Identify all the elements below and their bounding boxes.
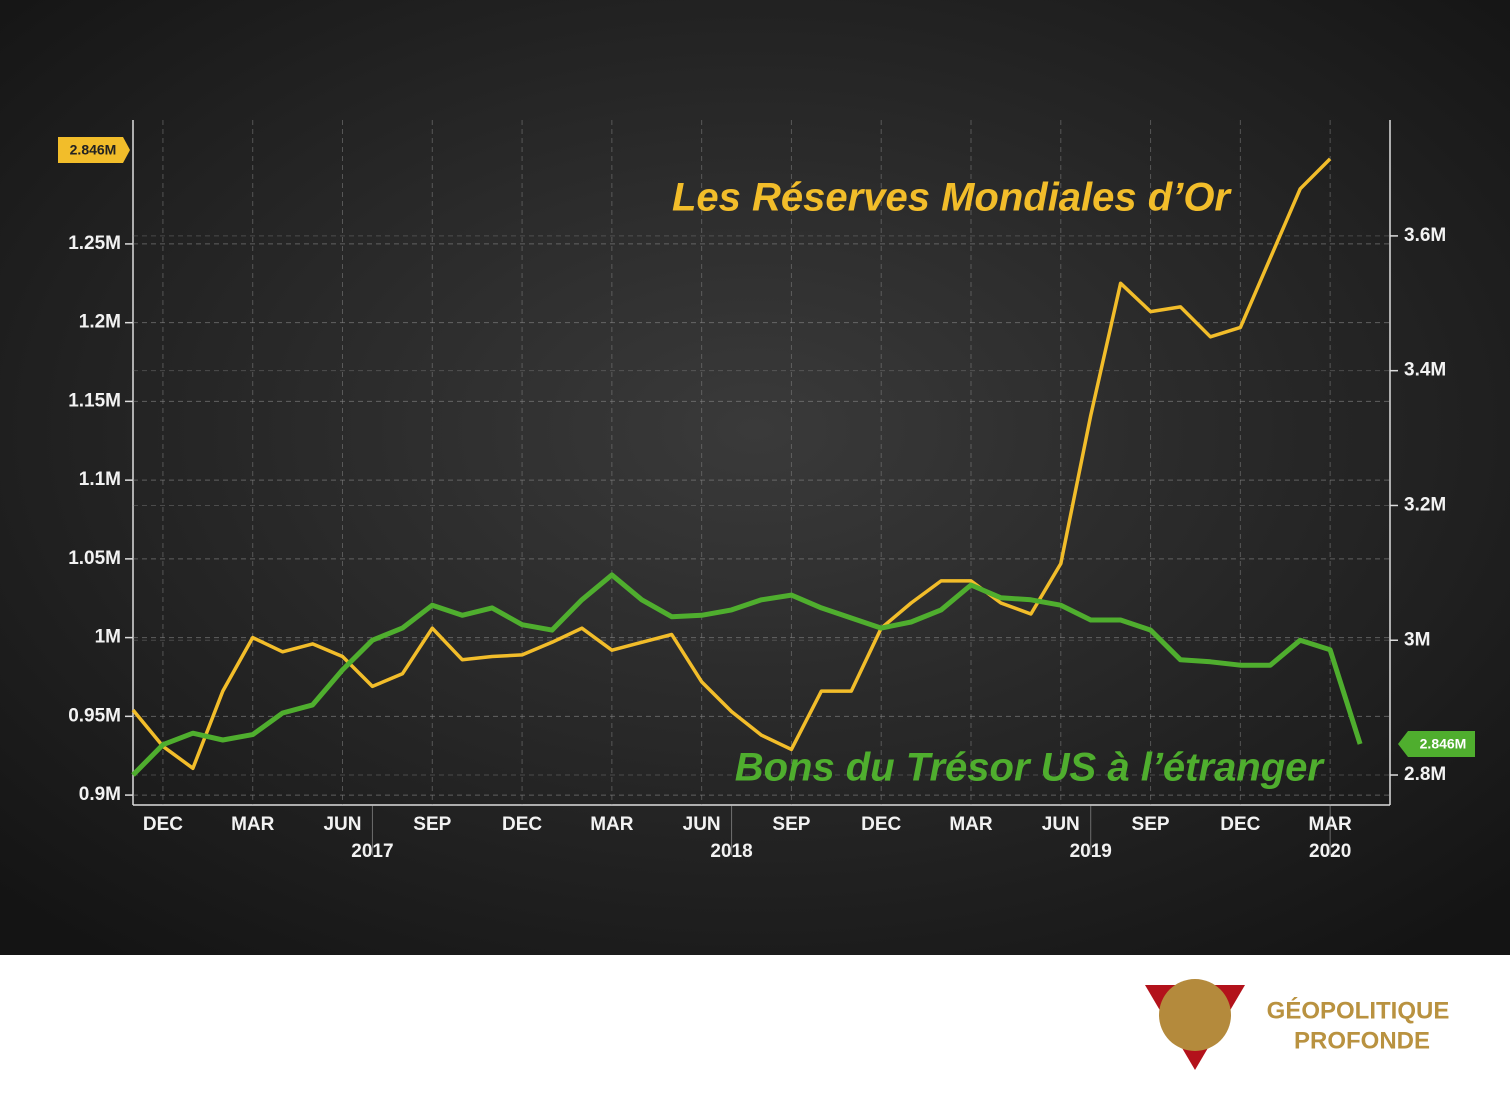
x-tick-label: MAR — [949, 814, 993, 835]
x-tick-label: JUN — [323, 814, 361, 835]
end-tag — [1398, 731, 1475, 757]
y2-tick-label: 2.8M — [1404, 764, 1446, 785]
logo: GÉOPOLITIQUE PROFONDE — [1145, 979, 1449, 1070]
x-tick-label: SEP — [772, 814, 810, 835]
year-label: 2018 — [710, 841, 752, 862]
x-tick-label: DEC — [143, 814, 183, 835]
logo-text: GÉOPOLITIQUE — [1267, 996, 1450, 1024]
y2-tick-label: 3M — [1404, 629, 1430, 650]
series-line — [131, 572, 1363, 777]
x-tick-label: SEP — [413, 814, 451, 835]
y-tick-label: 1M — [95, 627, 121, 648]
x-tick-label: JUN — [1042, 814, 1080, 835]
series-name: Les Réserves Mondiales d’Or — [672, 176, 1232, 220]
y-tick-label: 1.2M — [79, 312, 121, 333]
y2-tick-label: 3.2M — [1404, 494, 1446, 515]
year-label: 2019 — [1070, 841, 1112, 862]
x-tick-label: SEP — [1132, 814, 1170, 835]
x-tick-label: DEC — [861, 814, 901, 835]
y-tick-label: 1.25M — [68, 233, 121, 254]
x-tick-label: DEC — [1220, 814, 1260, 835]
series-line — [131, 157, 1332, 771]
y-tick-label: 1.1M — [79, 469, 121, 490]
x-tick-label: MAR — [231, 814, 275, 835]
y-tick-label: 1.15M — [68, 390, 121, 411]
logo-globe — [1159, 979, 1231, 1051]
y2-tick-label: 3.4M — [1404, 360, 1446, 381]
y-tick-label: 0.9M — [79, 784, 121, 805]
x-tick-label: JUN — [683, 814, 721, 835]
logo-text: PROFONDE — [1294, 1027, 1430, 1054]
series-name: Bons du Trésor US à l’étranger — [735, 746, 1326, 790]
x-tick-label: MAR — [590, 814, 634, 835]
year-label: 2020 — [1309, 841, 1351, 862]
end-tag-label: 2.846M — [70, 142, 117, 158]
year-label: 2017 — [351, 841, 393, 862]
x-tick-label: DEC — [502, 814, 542, 835]
y-tick-label: 1.05M — [68, 548, 121, 569]
y2-tick-label: 3.6M — [1404, 225, 1446, 246]
end-tag-label: 2.846M — [1420, 736, 1467, 752]
end-tag — [58, 137, 130, 163]
chart-background — [0, 0, 1510, 955]
y-tick-label: 0.95M — [68, 705, 121, 726]
